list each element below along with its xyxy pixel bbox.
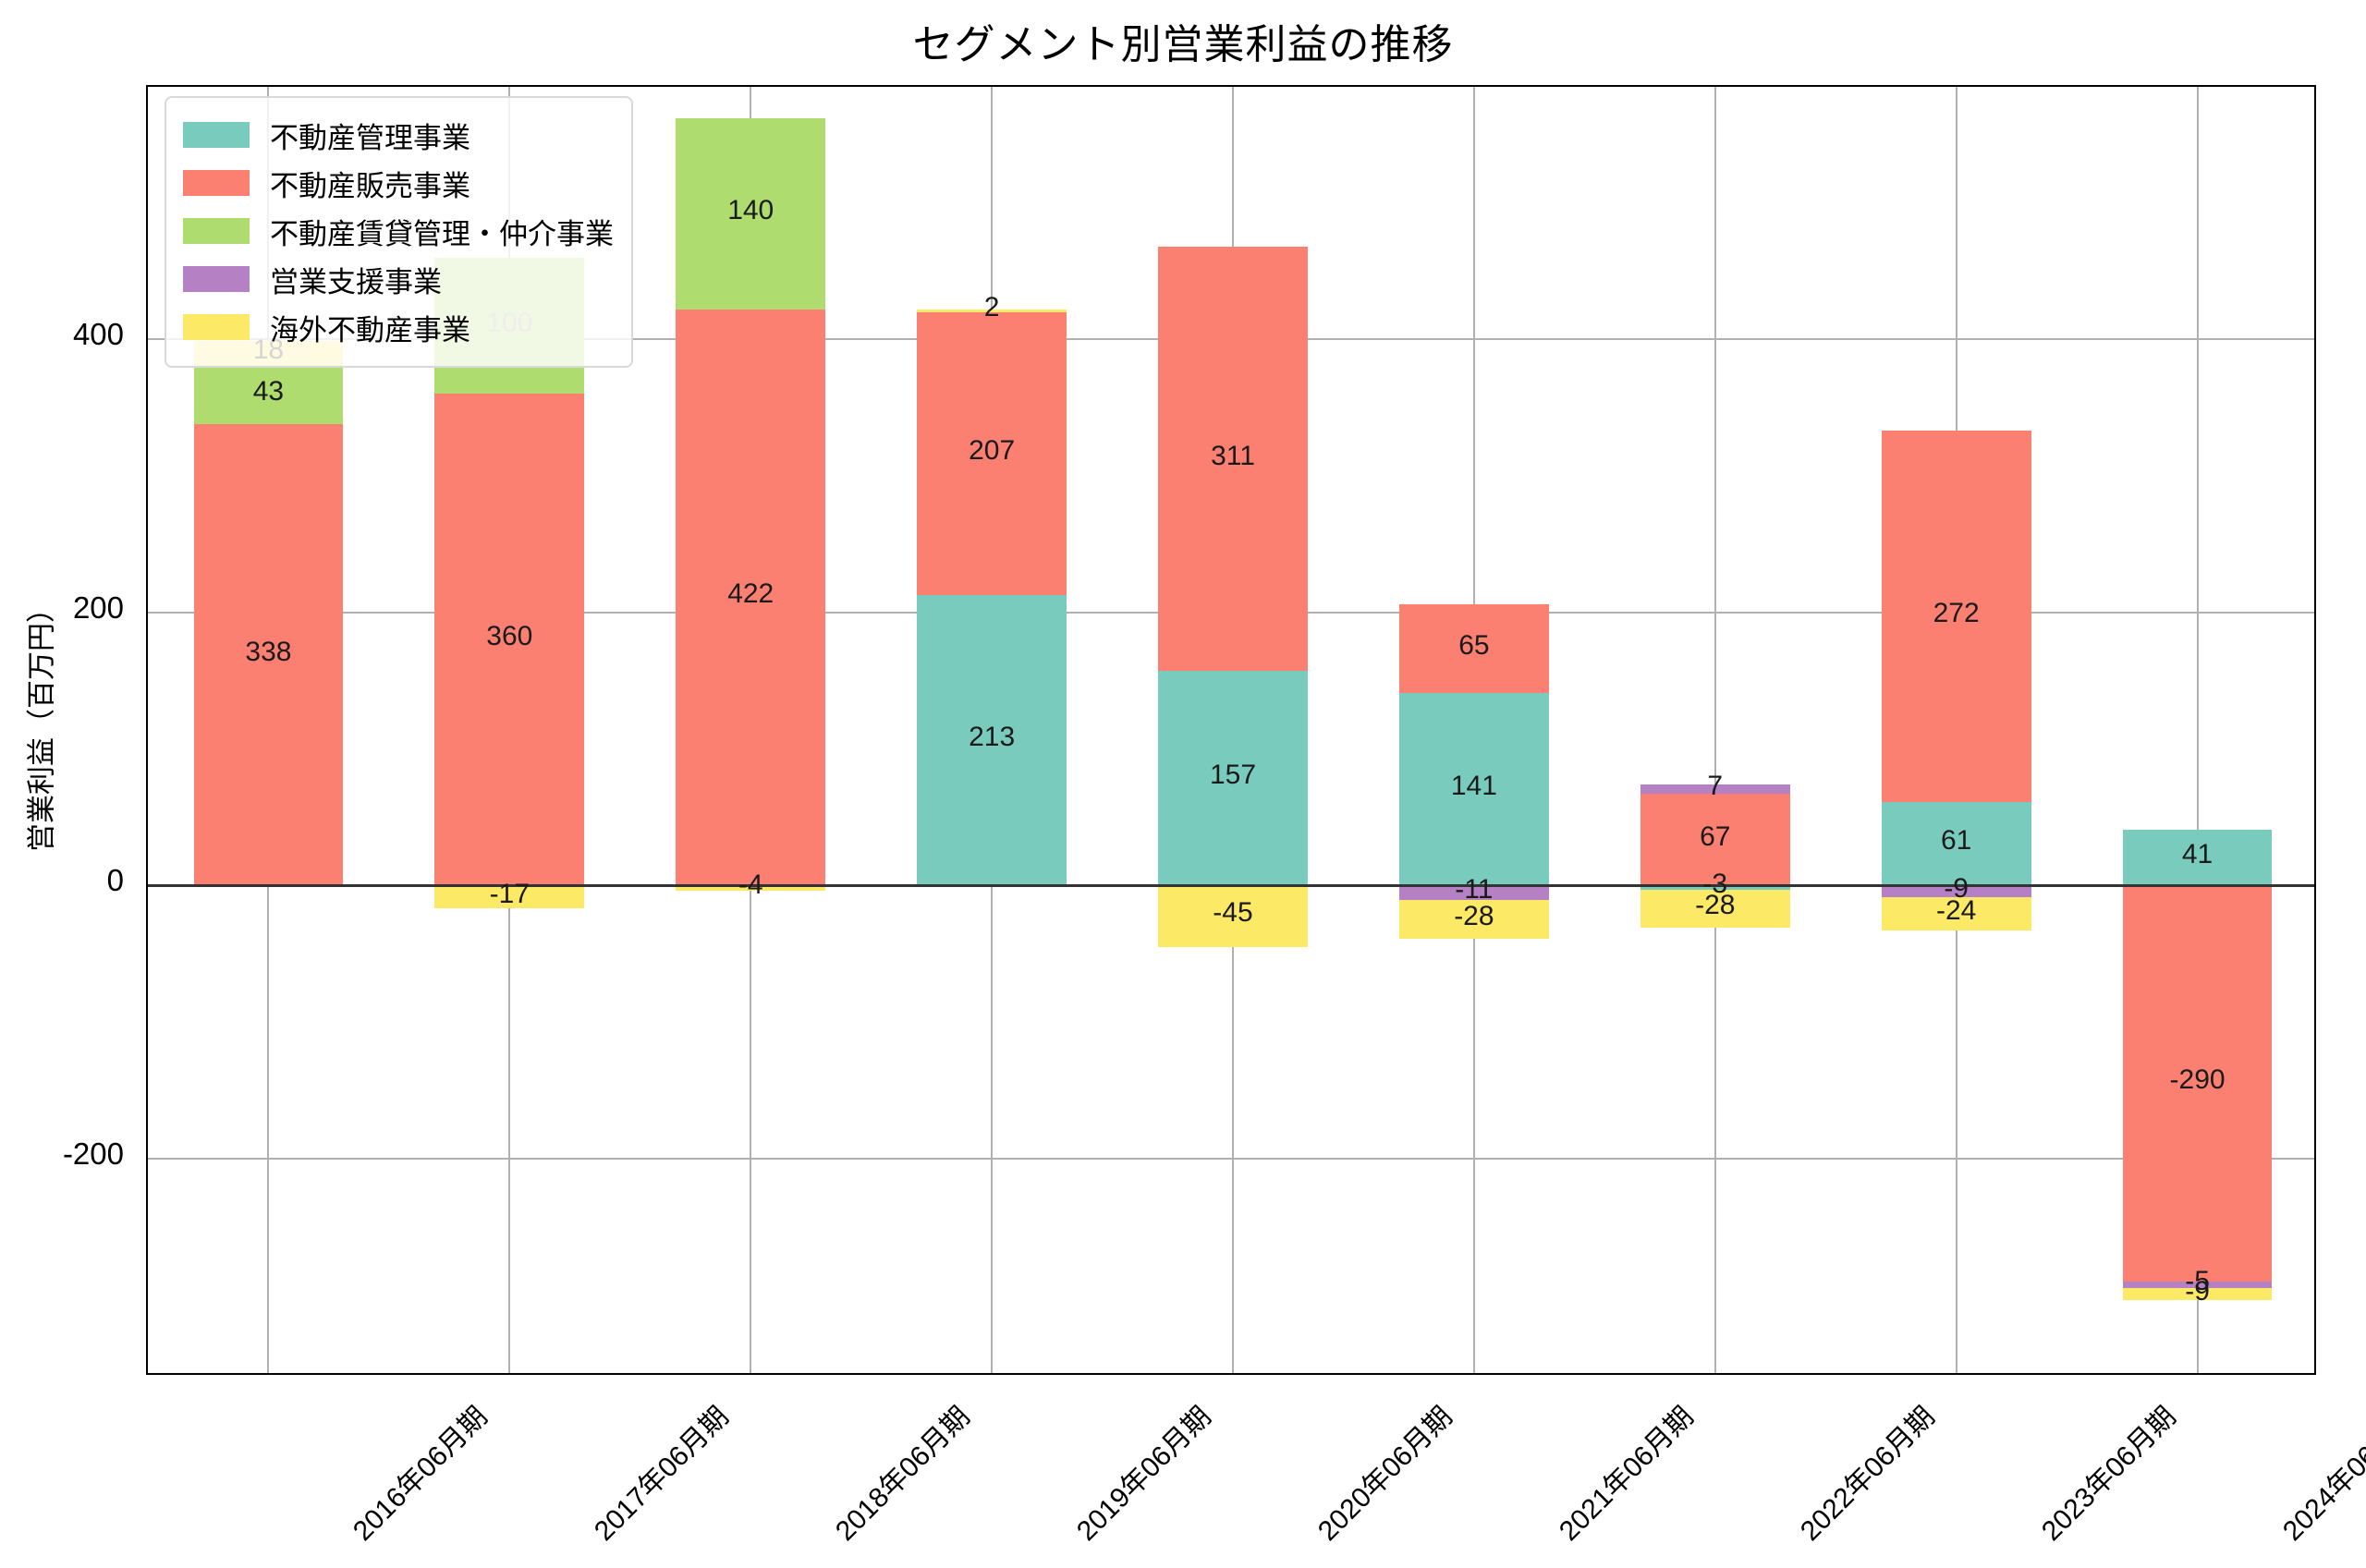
x-axis-tick-label: 2018年06月期 <box>830 1401 977 1548</box>
legend-item[interactable]: 不動産販売事業 <box>183 159 615 207</box>
bar-segment[interactable] <box>1640 885 1790 890</box>
bar-group[interactable]: 422 140 -4 <box>676 87 826 1373</box>
bar-segment[interactable] <box>2122 829 2273 886</box>
bar-group[interactable]: 61 272 -9 -24 <box>1881 87 2031 1373</box>
x-axis-tick-label: 2021年06月期 <box>1553 1401 1700 1548</box>
bar-segment[interactable] <box>1158 885 1308 947</box>
legend-swatch-icon <box>183 266 250 292</box>
x-axis-tick-label: 2019年06月期 <box>1071 1401 1217 1548</box>
gridline-vertical <box>2196 87 2199 1373</box>
bar-segment[interactable] <box>1640 889 1790 928</box>
legend-item[interactable]: 営業支援事業 <box>183 255 615 303</box>
bar-segment[interactable] <box>917 309 1067 312</box>
bar-group[interactable]: 213 207 2 <box>917 87 1067 1373</box>
chart-legend: 不動産管理事業 不動産販売事業不動産賃貸管理・仲介事業 営業支援事業 海外不動産事業 <box>165 96 633 368</box>
bar-segment[interactable] <box>434 394 585 886</box>
legend-swatch-icon <box>183 314 250 340</box>
bar-segment[interactable] <box>1399 692 1549 886</box>
bar-segment[interactable] <box>917 311 1067 595</box>
bar-segment[interactable] <box>676 885 826 892</box>
bar-segment[interactable] <box>1881 885 2031 898</box>
y-axis-tick-label: 0 <box>106 863 124 898</box>
legend-swatch-icon <box>183 122 250 148</box>
bar-segment[interactable] <box>2122 1281 2273 1288</box>
y-axis-tick-label: -200 <box>62 1136 124 1171</box>
bar-group[interactable]: 360100-17 <box>434 87 585 1373</box>
x-axis-tick-label: 2016年06月期 <box>348 1401 494 1548</box>
gridline-vertical <box>1714 87 1716 1373</box>
bar-segment[interactable] <box>1399 885 1549 901</box>
bar-segment[interactable] <box>1158 671 1308 886</box>
legend-item[interactable]: 不動産賃貸管理・仲介事業 <box>183 207 615 255</box>
bar-group[interactable]: 141 65 -11 -28 <box>1399 87 1549 1373</box>
chart-title: セグメント別営業利益の推移 <box>912 22 1454 67</box>
bar-segment[interactable] <box>2122 1287 2273 1301</box>
bar-segment[interactable] <box>1399 900 1549 939</box>
bar-segment[interactable] <box>1881 802 2031 886</box>
legend-item-label: 営業支援事業 <box>270 265 442 298</box>
bar-segment[interactable] <box>434 885 585 909</box>
bar-group[interactable]: -3 67 7 -28 <box>1640 87 1790 1373</box>
x-axis-tick-label: 2022年06月期 <box>1794 1401 1941 1548</box>
legend-item-label: 不動産販売事業 <box>270 169 470 202</box>
legend-item-label: 不動産賃貸管理・仲介事業 <box>270 217 614 250</box>
bar-segment[interactable] <box>2122 885 2273 1282</box>
y-axis-tick-label: 400 <box>72 317 124 352</box>
x-axis-tick-label: 2017年06月期 <box>589 1401 736 1548</box>
bar-segment[interactable] <box>676 117 826 310</box>
bar-group[interactable]: 41 -290 -5 -9 <box>2122 87 2273 1373</box>
bar-segment[interactable] <box>1881 897 2031 930</box>
bar-segment[interactable] <box>1399 603 1549 693</box>
x-axis-tick-label: 2024年06月期 <box>2276 1401 2366 1548</box>
bar-segment[interactable] <box>676 309 826 886</box>
bar-group[interactable]: 157 311 -45 <box>1158 87 1308 1373</box>
y-axis-tick-label: 200 <box>72 590 124 625</box>
zero-baseline <box>148 883 2314 887</box>
bar-segment[interactable] <box>917 594 1067 886</box>
bar-segment[interactable] <box>193 423 344 886</box>
bar-segment[interactable] <box>1640 784 1790 795</box>
legend-item[interactable]: 不動産管理事業 <box>183 111 615 159</box>
legend-item-label: 海外不動産事業 <box>270 313 470 346</box>
gridline-horizontal <box>148 1157 2314 1160</box>
x-axis-tick-label: 2023年06月期 <box>2035 1401 2182 1548</box>
x-axis-tick-label: 2020年06月期 <box>1312 1401 1458 1548</box>
legend-item-label: 不動産管理事業 <box>270 121 470 154</box>
bar-segment[interactable] <box>193 365 344 424</box>
legend-item[interactable]: 海外不動産事業 <box>183 303 615 351</box>
bar-segment[interactable] <box>1158 246 1308 672</box>
y-axis-title: 営業利益（百万円） <box>25 594 58 852</box>
legend-swatch-icon <box>183 170 250 196</box>
bar-segment[interactable] <box>1881 431 2031 803</box>
bar-segment[interactable] <box>1640 794 1790 886</box>
legend-swatch-icon <box>183 218 250 244</box>
